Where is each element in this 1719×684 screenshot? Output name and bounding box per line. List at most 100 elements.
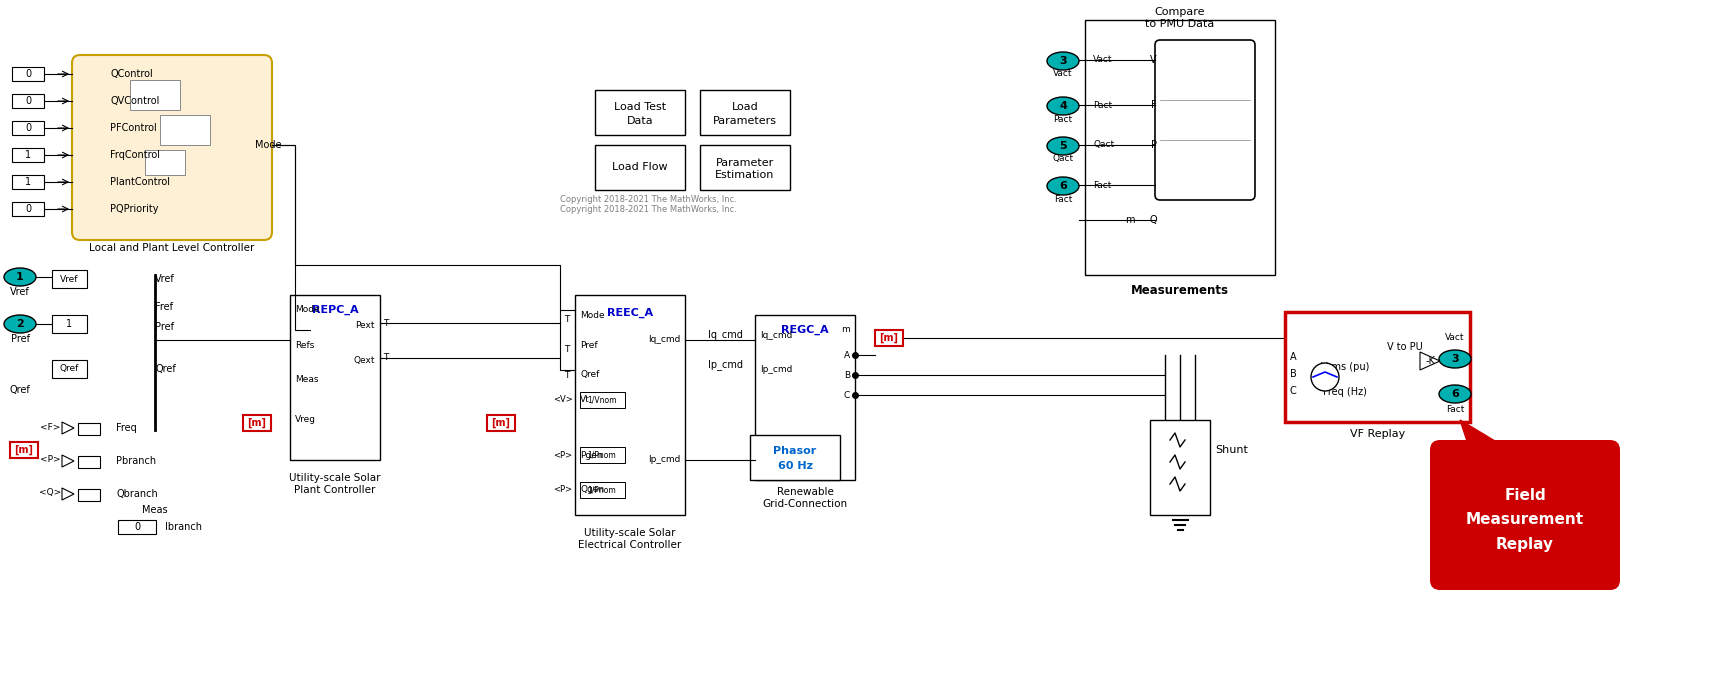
Text: V: V <box>1150 55 1157 65</box>
Text: C: C <box>1289 386 1296 396</box>
Text: 3: 3 <box>1451 354 1459 364</box>
Text: Qref: Qref <box>579 371 600 380</box>
Text: 1: 1 <box>26 150 31 160</box>
Text: 1/Vnom: 1/Vnom <box>588 395 617 404</box>
Text: Copyright 2018-2021 The MathWorks, Inc.: Copyright 2018-2021 The MathWorks, Inc. <box>560 205 736 215</box>
Bar <box>12 94 45 108</box>
Text: Mode: Mode <box>296 306 320 315</box>
Bar <box>12 67 45 81</box>
Text: T: T <box>564 371 569 380</box>
FancyBboxPatch shape <box>1430 440 1619 590</box>
Bar <box>119 520 156 534</box>
Text: Qgen: Qgen <box>579 486 603 495</box>
Bar <box>755 315 854 480</box>
Text: [m]: [m] <box>492 418 511 428</box>
Text: T: T <box>564 315 569 324</box>
Text: Pbranch: Pbranch <box>115 456 156 466</box>
Text: to PMU Data: to PMU Data <box>1145 19 1215 29</box>
Text: Mode: Mode <box>254 140 282 150</box>
Polygon shape <box>62 455 74 467</box>
Text: Parameters: Parameters <box>713 116 777 125</box>
Text: 1: 1 <box>65 319 72 329</box>
Ellipse shape <box>1439 385 1471 403</box>
Text: Parameter: Parameter <box>715 157 774 168</box>
Bar <box>1286 312 1470 422</box>
Text: Vref: Vref <box>155 274 175 284</box>
Ellipse shape <box>3 315 36 333</box>
Text: Meas: Meas <box>296 376 318 384</box>
Bar <box>749 435 841 480</box>
Bar <box>595 145 684 190</box>
Text: P: P <box>1152 140 1157 150</box>
Text: T: T <box>383 354 388 363</box>
Text: T: T <box>564 345 569 354</box>
Bar <box>579 482 626 498</box>
Text: Ip_cmd: Ip_cmd <box>708 360 743 371</box>
Text: Vrms (pu): Vrms (pu) <box>1320 362 1370 372</box>
Bar <box>144 150 186 175</box>
Text: Vreg: Vreg <box>296 415 316 425</box>
Text: Pact: Pact <box>1093 101 1112 109</box>
Text: Measurements: Measurements <box>1131 283 1229 296</box>
Text: 6: 6 <box>1451 389 1459 399</box>
Bar <box>1085 20 1275 275</box>
Polygon shape <box>1459 420 1509 450</box>
Text: Pext: Pext <box>356 321 375 330</box>
Text: Mode: Mode <box>579 311 605 319</box>
Text: Iq_cmd: Iq_cmd <box>708 330 743 341</box>
Text: Fref: Fref <box>155 302 174 312</box>
Text: Pref: Pref <box>155 322 174 332</box>
Bar <box>160 115 210 145</box>
Text: -K: -K <box>1425 356 1435 366</box>
Text: Qext: Qext <box>354 356 375 365</box>
Text: 60 Hz: 60 Hz <box>777 461 813 471</box>
Text: Data: Data <box>627 116 653 125</box>
Text: Q: Q <box>1150 215 1157 225</box>
Text: m: m <box>1124 215 1135 225</box>
Text: Grid-Connection: Grid-Connection <box>763 499 847 509</box>
Bar <box>52 360 88 378</box>
Text: QControl: QControl <box>110 69 153 79</box>
Bar <box>579 392 626 408</box>
Text: A: A <box>1289 352 1296 362</box>
Text: Renewable: Renewable <box>777 487 834 497</box>
Bar <box>12 148 45 162</box>
Circle shape <box>1312 363 1339 391</box>
Text: Fact: Fact <box>1093 181 1112 189</box>
Text: <P>: <P> <box>554 451 572 460</box>
Bar <box>291 295 380 460</box>
Text: 0: 0 <box>26 96 31 106</box>
Ellipse shape <box>1047 97 1080 115</box>
Text: Load: Load <box>732 103 758 112</box>
Text: <P>: <P> <box>554 486 572 495</box>
Text: <V>: <V> <box>554 395 572 404</box>
Bar <box>52 315 88 333</box>
Text: <P>: <P> <box>40 456 60 464</box>
Text: Shunt: Shunt <box>1215 445 1248 455</box>
Text: Vact: Vact <box>1093 55 1112 64</box>
Text: 0: 0 <box>26 69 31 79</box>
Bar <box>10 442 38 458</box>
Text: Pgen: Pgen <box>579 451 602 460</box>
Text: 1: 1 <box>15 272 24 282</box>
Bar <box>242 415 272 431</box>
Text: Iq_cmd: Iq_cmd <box>760 330 792 339</box>
Text: Local and Plant Level Controller: Local and Plant Level Controller <box>89 243 254 253</box>
Bar <box>12 175 45 189</box>
Ellipse shape <box>1439 350 1471 368</box>
Text: <F>: <F> <box>40 423 60 432</box>
Text: B: B <box>844 371 849 380</box>
Text: PlantControl: PlantControl <box>110 177 170 187</box>
Bar <box>700 90 791 135</box>
Bar <box>1150 420 1210 515</box>
Bar <box>875 330 902 346</box>
Text: [m]: [m] <box>880 333 899 343</box>
Text: Compare: Compare <box>1155 7 1205 17</box>
Text: Plant Controller: Plant Controller <box>294 485 376 495</box>
Polygon shape <box>62 422 74 434</box>
Text: A: A <box>844 350 849 360</box>
Text: 0: 0 <box>26 204 31 214</box>
Text: Utility-scale Solar: Utility-scale Solar <box>584 528 676 538</box>
Text: Ip_cmd: Ip_cmd <box>648 456 681 464</box>
Ellipse shape <box>1047 52 1080 70</box>
